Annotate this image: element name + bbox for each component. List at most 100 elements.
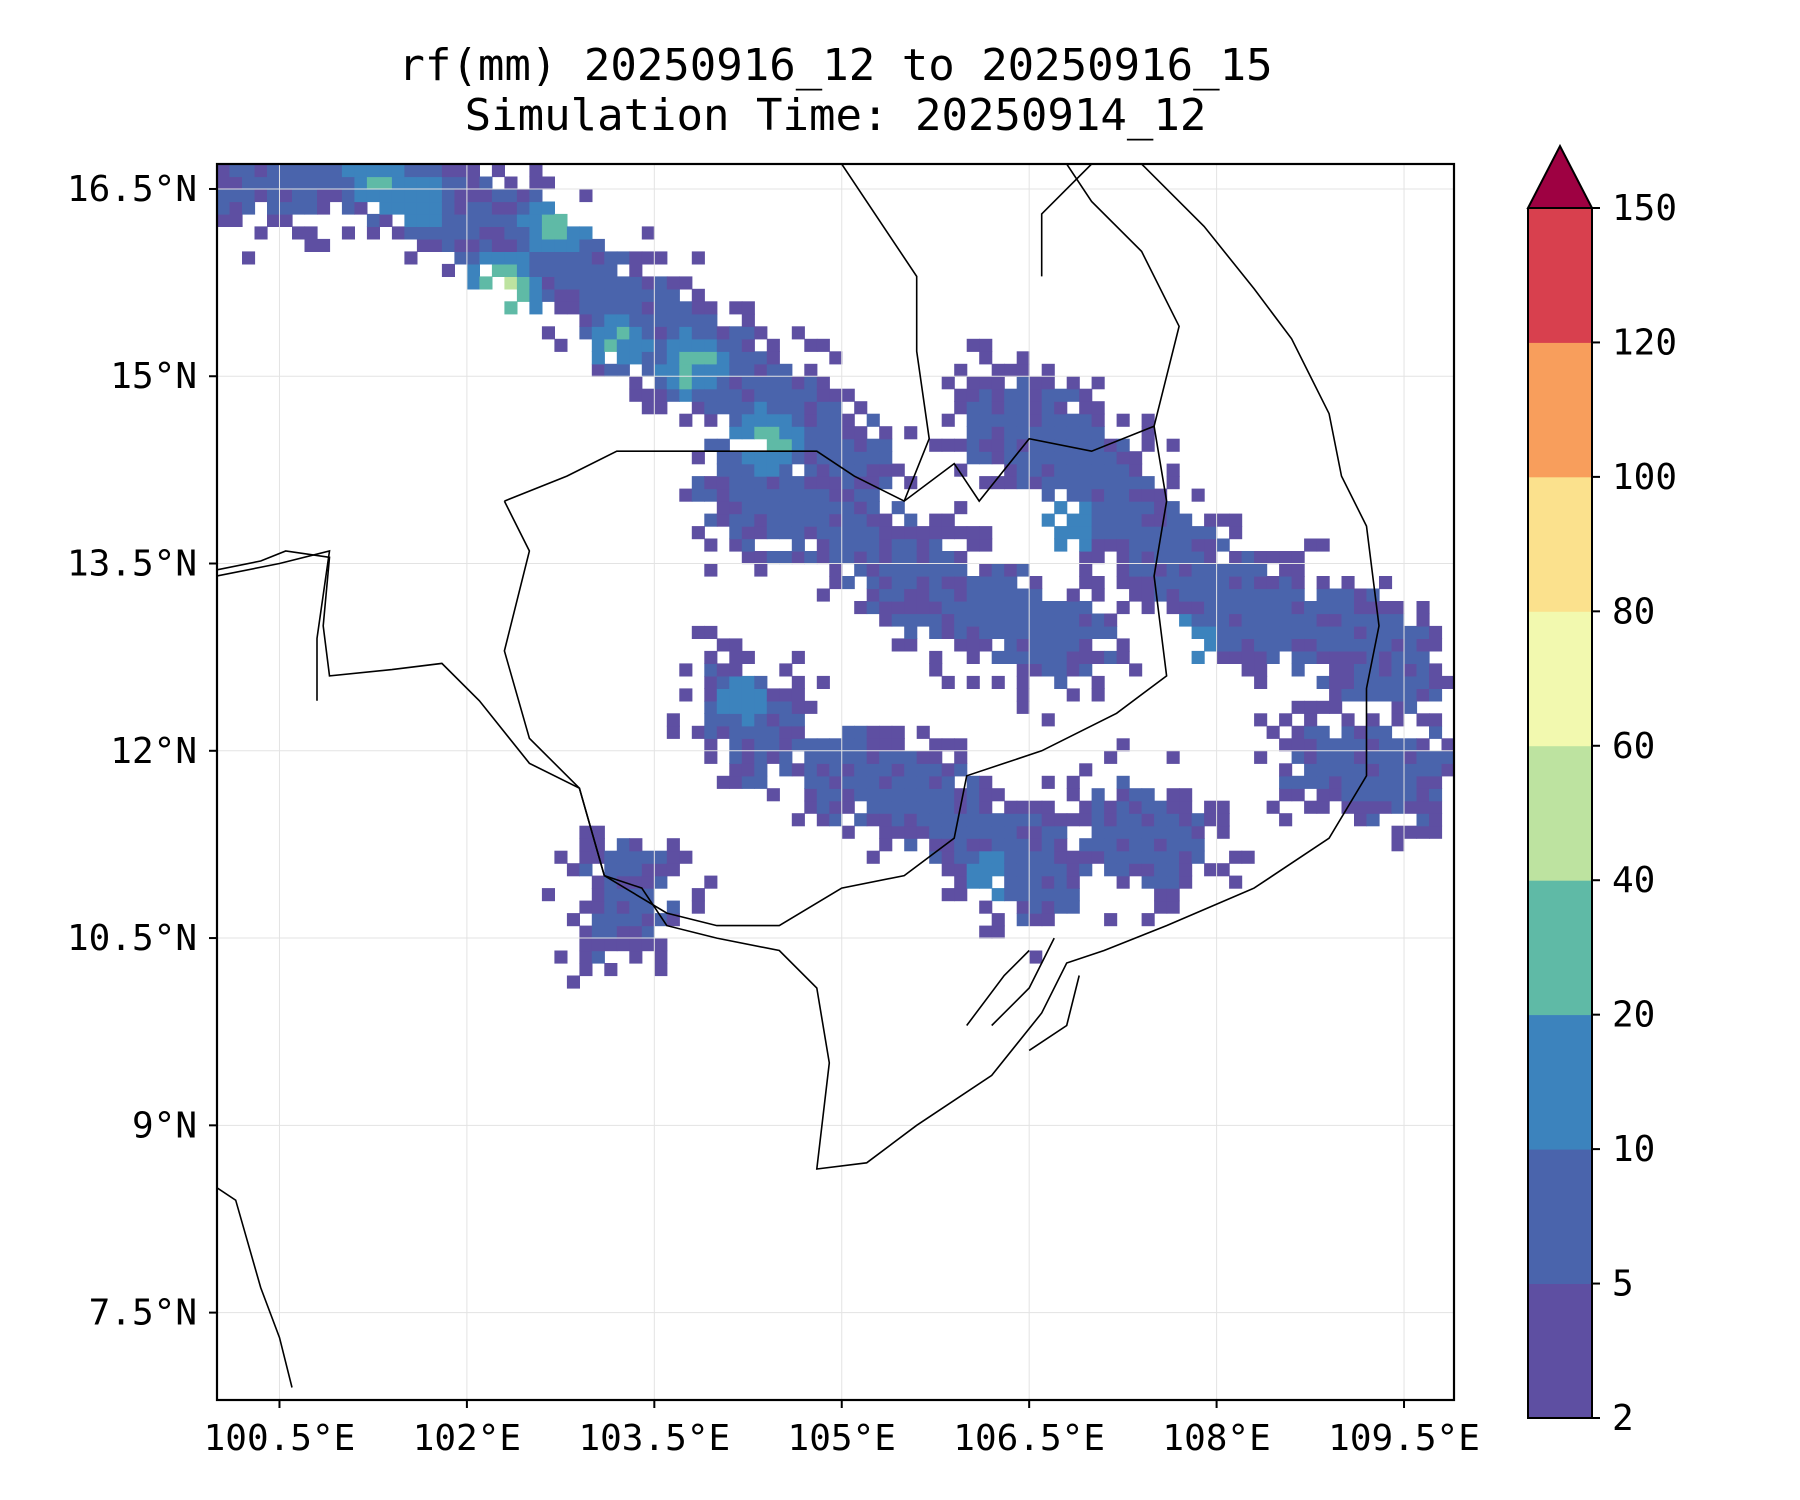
rain-cell [504, 263, 518, 277]
rain-cell [1216, 563, 1230, 577]
rain-cell [991, 625, 1005, 639]
rain-cell [879, 526, 893, 540]
rain-cell [429, 164, 443, 178]
rain-cell [1354, 675, 1368, 689]
rain-cell [1091, 438, 1105, 452]
rain-cell [754, 463, 768, 477]
rain-cell [1216, 538, 1230, 552]
rain-cell [916, 563, 930, 577]
rain-cell [929, 588, 943, 602]
rain-cell [466, 189, 480, 203]
rain-cell [929, 650, 943, 664]
rain-cell [1166, 863, 1180, 877]
rain-cell [741, 451, 755, 465]
rain-cell [1179, 875, 1193, 889]
rain-cell [1116, 850, 1130, 864]
colorbar-tick-label: 60 [1612, 726, 1655, 767]
rain-cell [1316, 601, 1330, 615]
rain-cell [1154, 800, 1168, 814]
rain-cell [1041, 401, 1055, 415]
rain-cell [866, 763, 880, 777]
rain-cell [879, 451, 893, 465]
rain-cell [916, 588, 930, 602]
rain-cell [1004, 813, 1018, 827]
rain-cell [641, 276, 655, 290]
rain-cell [1016, 588, 1030, 602]
rain-cell [604, 301, 618, 315]
rain-cell [729, 388, 743, 402]
rain-cell [979, 438, 993, 452]
rain-cell [1041, 625, 1055, 639]
rain-cell [1404, 650, 1418, 664]
rain-cell [966, 538, 980, 552]
rain-cell [1341, 638, 1355, 652]
rain-cell [1129, 463, 1143, 477]
rain-cell [1029, 463, 1043, 477]
rain-cell [879, 563, 893, 577]
rain-cell [654, 963, 668, 977]
rain-cell [1429, 775, 1443, 789]
rain-cell [779, 476, 793, 490]
rain-cell [716, 501, 730, 515]
rain-cell [604, 251, 618, 265]
rain-cell [766, 376, 780, 390]
rain-cell [366, 226, 380, 240]
rain-cell [1041, 438, 1055, 452]
rain-cell [1016, 813, 1030, 827]
rain-cell [1004, 850, 1018, 864]
rain-cell [1279, 613, 1293, 627]
rain-cell [267, 176, 281, 190]
rain-cell [629, 850, 643, 864]
rain-cell [866, 563, 880, 577]
rain-cell [829, 750, 843, 764]
rain-cell [816, 526, 830, 540]
rain-cell [866, 800, 880, 814]
rain-cell [429, 213, 443, 227]
rain-cell [1166, 526, 1180, 540]
rain-cell [754, 501, 768, 515]
rain-cell [1204, 588, 1218, 602]
rain-cell [654, 850, 668, 864]
rain-cell [729, 725, 743, 739]
rain-cell [666, 713, 680, 727]
rain-cell [1029, 650, 1043, 664]
rain-cell [416, 176, 430, 190]
rain-cell [629, 376, 643, 390]
rain-cell [704, 388, 718, 402]
rain-cell [629, 938, 643, 952]
rain-cell [604, 913, 618, 927]
rain-cell [754, 688, 768, 702]
rain-cell [829, 513, 843, 527]
rain-cell [1329, 675, 1343, 689]
rain-cell [791, 451, 805, 465]
rain-cell [991, 788, 1005, 802]
rain-cell [1041, 888, 1055, 902]
rain-cell [591, 925, 605, 939]
gridlines [217, 164, 1454, 1400]
rain-cell [966, 850, 980, 864]
rain-cell [1379, 625, 1393, 639]
rain-cell [1304, 750, 1318, 764]
rain-cell [966, 875, 980, 889]
rain-cell [1116, 788, 1130, 802]
rain-cell [1129, 850, 1143, 864]
rain-cell [1291, 700, 1305, 714]
rain-cell [829, 463, 843, 477]
rain-cell [1441, 738, 1454, 752]
rain-cell [554, 226, 568, 240]
rain-cell [1229, 588, 1243, 602]
rain-cell [979, 625, 993, 639]
rain-cell [854, 463, 868, 477]
rain-cell [516, 263, 530, 277]
rain-cell [641, 251, 655, 265]
rain-cell [654, 326, 668, 340]
rain-cell [1216, 825, 1230, 839]
rain-cell [354, 201, 368, 215]
rain-cell [904, 813, 918, 827]
rain-cell [1116, 813, 1130, 827]
rain-cell [1354, 725, 1368, 739]
rain-cell [429, 201, 443, 215]
rain-cell [1266, 800, 1280, 814]
rain-cell [1391, 638, 1405, 652]
rain-cell [929, 775, 943, 789]
